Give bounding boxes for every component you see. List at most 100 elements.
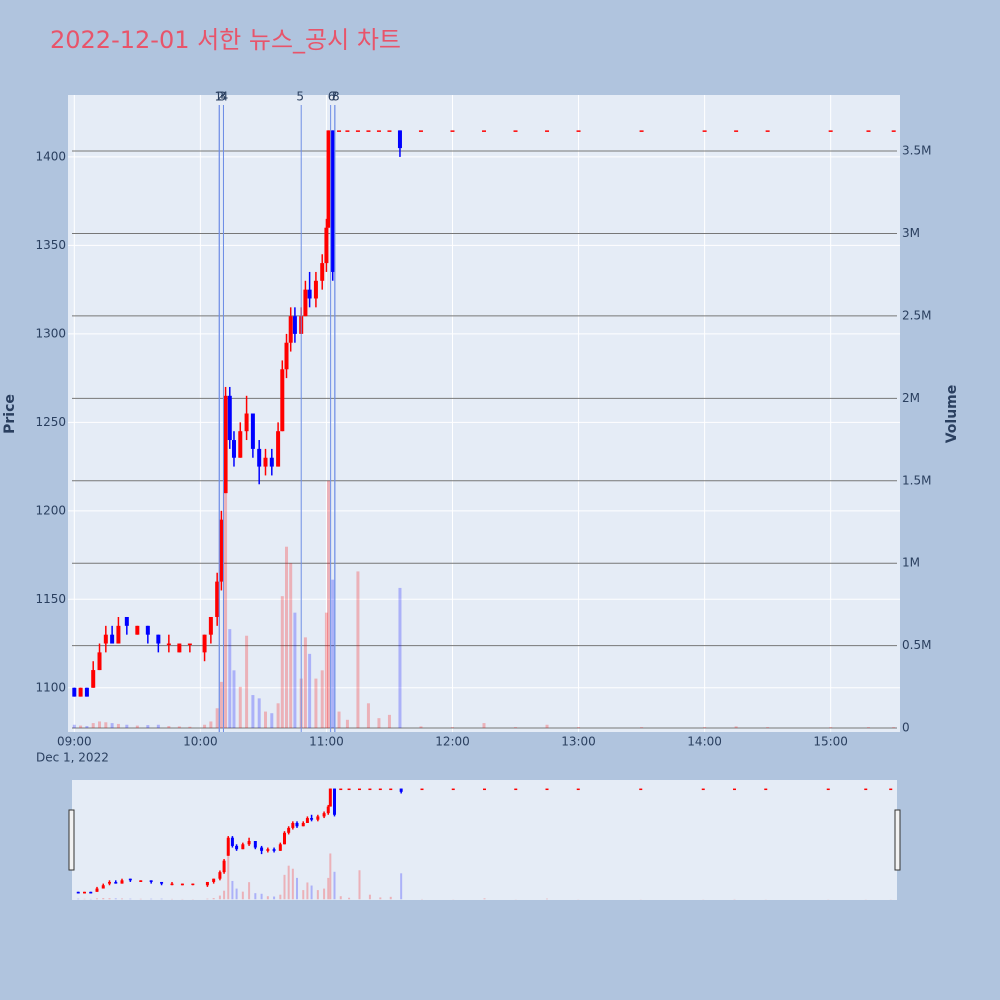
slider-volume-bar xyxy=(310,885,313,900)
y2-tick-label: 2M xyxy=(902,391,920,405)
slider-volume-bar xyxy=(546,898,548,900)
volume-bar xyxy=(289,563,293,729)
candle-body xyxy=(135,625,140,635)
candle-body xyxy=(418,130,423,132)
slider-candle-body xyxy=(291,822,295,828)
slider-candle-body xyxy=(212,878,216,882)
volume-bar xyxy=(345,719,349,729)
slider-candle-body xyxy=(545,788,549,791)
slider-volume-bar xyxy=(333,871,336,900)
candle-body xyxy=(227,395,232,441)
slider-volume-bar xyxy=(254,893,257,900)
y-tick-label: 1150 xyxy=(35,592,66,606)
slider-candle-body xyxy=(826,788,830,791)
candle-body xyxy=(202,634,207,653)
slider-volume-bar xyxy=(248,882,251,900)
slider-candle-body xyxy=(701,788,705,791)
volume-bar xyxy=(203,724,207,729)
range-slider[interactable] xyxy=(72,780,897,900)
candle-body xyxy=(78,687,83,697)
slider-candle-body xyxy=(368,788,372,791)
slider-candle-body xyxy=(170,883,174,886)
candle-body xyxy=(263,457,268,467)
range-handle-left[interactable] xyxy=(68,809,75,871)
y2-tick-label: 3M xyxy=(902,226,920,240)
y-tick-label: 1100 xyxy=(35,680,66,694)
slider-volume-bar xyxy=(212,898,215,900)
slider-volume-bar xyxy=(108,898,111,900)
range-handle-right[interactable] xyxy=(894,809,901,871)
volume-bar xyxy=(257,698,261,729)
candle-body xyxy=(313,280,318,299)
volume-bar xyxy=(829,727,833,729)
volume-bar xyxy=(98,721,102,729)
candle-body xyxy=(103,634,108,644)
volume-bar xyxy=(232,670,236,729)
volume-bar xyxy=(104,722,108,729)
slider-candle-body xyxy=(326,806,330,814)
slider-candle-body xyxy=(305,818,309,823)
candle-body xyxy=(828,130,833,132)
slider-candle-body xyxy=(389,788,393,791)
candle-body xyxy=(280,369,285,432)
volume-bar xyxy=(219,681,223,729)
slider-volume-bar xyxy=(260,893,263,900)
slider-candle-body xyxy=(218,872,222,879)
volume-bar xyxy=(85,726,89,729)
annotation-label: 6 xyxy=(328,90,336,104)
y-axis-label: Price xyxy=(2,394,18,434)
slider-candle-body xyxy=(226,837,230,856)
x-tick-label: 14:00 xyxy=(687,735,722,749)
candle-body xyxy=(269,457,274,467)
slider-candle-body xyxy=(576,788,580,791)
volume-bar xyxy=(356,571,360,729)
slider-candle-body xyxy=(266,849,270,851)
slider-candle-body xyxy=(483,788,486,791)
volume-bar xyxy=(238,686,242,729)
slider-volume-bar xyxy=(114,898,117,900)
volume-bar xyxy=(482,723,486,729)
slider-volume-bar xyxy=(279,894,282,900)
volume-bar xyxy=(308,653,312,729)
candle-body xyxy=(366,130,371,132)
volume-bar xyxy=(245,635,249,729)
slider-candle-body xyxy=(322,813,326,817)
volume-bar xyxy=(293,612,297,729)
y-tick-label: 1200 xyxy=(35,503,66,517)
slider-candle-body xyxy=(191,883,195,886)
slider-candle-body xyxy=(347,788,351,791)
slider-volume-bar xyxy=(160,898,163,900)
x-tick-label: 12:00 xyxy=(435,735,470,749)
slider-candle-body xyxy=(247,841,251,845)
y2-tick-label: 1M xyxy=(902,556,920,570)
slider-volume-bar xyxy=(358,870,361,900)
slider-volume-bar xyxy=(283,874,286,900)
volume-bar xyxy=(72,724,76,729)
slider-candle-body xyxy=(108,881,111,884)
volume-bar xyxy=(188,726,192,729)
slider-candle-body xyxy=(420,788,424,791)
slider-candle-body xyxy=(333,788,336,815)
slider-candle-body xyxy=(339,788,343,791)
volume-bar xyxy=(545,724,549,729)
slider-candle-body xyxy=(399,788,403,792)
volume-bar xyxy=(270,713,274,729)
volume-bar xyxy=(337,711,341,729)
volume-bar xyxy=(703,727,707,729)
candle-body xyxy=(231,440,236,458)
slider-candle-body xyxy=(864,788,868,791)
candle-body xyxy=(326,130,331,228)
volume-bar xyxy=(450,727,454,729)
volume-bar xyxy=(110,723,114,729)
slider-candle-body xyxy=(283,832,286,845)
volume-bar xyxy=(866,727,870,729)
slider-volume-bar xyxy=(102,898,105,900)
candle-body xyxy=(866,130,871,132)
candle-body xyxy=(166,643,171,646)
candle-body xyxy=(355,130,360,132)
candle-body xyxy=(91,670,96,688)
volume-bar xyxy=(224,480,228,729)
slider-volume-bar xyxy=(235,888,238,900)
volume-bar xyxy=(209,721,213,729)
